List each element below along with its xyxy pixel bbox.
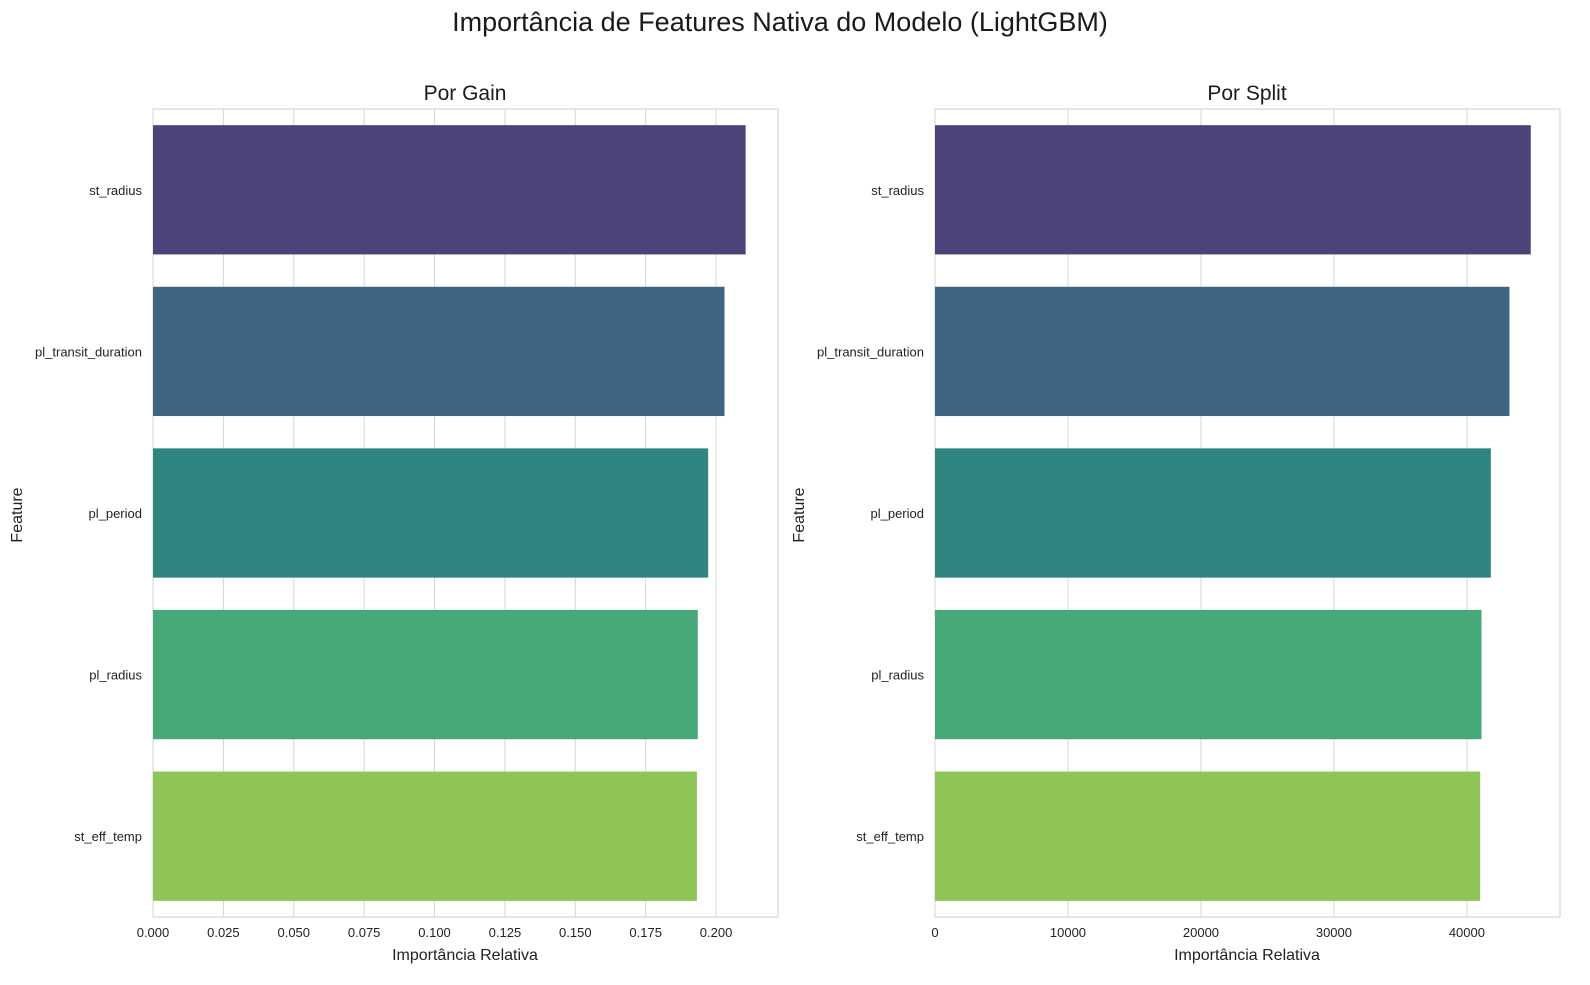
split-x-tick-label: 10000 (1050, 925, 1086, 940)
gain-x-axis-label: Importância Relativa (392, 947, 538, 964)
split-y-tick-label: pl_period (871, 506, 925, 521)
figure-title: Importância de Features Nativa do Modelo… (452, 7, 1108, 37)
gain-y-axis-label: Feature (9, 487, 26, 542)
split-x-tick-label: 0 (931, 925, 938, 940)
gain-x-tick-label: 0.025 (207, 925, 240, 940)
split-y-tick-label: pl_transit_duration (817, 344, 924, 359)
gain-x-tick-label: 0.125 (489, 925, 522, 940)
gain-bar-st-eff-temp (153, 771, 697, 901)
split-panel-title: Por Split (1207, 82, 1287, 105)
split-x-tick-label: 40000 (1449, 925, 1485, 940)
gain-y-tick-label: st_eff_temp (74, 829, 142, 844)
split-y-tick-label: pl_radius (871, 668, 924, 683)
split-y-axis-label: Feature (791, 487, 808, 542)
gain-x-tick-label: 0.150 (559, 925, 592, 940)
gain-x-tick-label: 0.200 (700, 925, 733, 940)
gain-y-tick-label: st_radius (89, 183, 142, 198)
split-x-axis-label: Importância Relativa (1174, 947, 1320, 964)
split-panel: Por Split Importância Relativa Feature 0… (791, 82, 1561, 964)
gain-x-tick-label: 0.075 (348, 925, 381, 940)
gain-bar-pl-radius (153, 609, 698, 740)
gain-x-tick-label: 0.175 (629, 925, 662, 940)
split-x-tick-label: 30000 (1316, 925, 1352, 940)
gain-x-tick-label: 0.000 (137, 925, 170, 940)
gain-bar-pl-transit-duration (153, 286, 725, 417)
gain-bar-pl-period (153, 448, 709, 578)
gain-panel-title: Por Gain (424, 82, 507, 105)
gain-x-tick-label: 0.100 (418, 925, 451, 940)
gain-x-tick-label: 0.050 (277, 925, 310, 940)
split-bar-pl-radius (935, 609, 1482, 740)
split-bar-pl-period (935, 448, 1491, 578)
split-y-tick-label: st_eff_temp (856, 829, 924, 844)
split-y-tick-label: st_radius (871, 183, 924, 198)
gain-y-tick-label: pl_period (89, 506, 143, 521)
split-bar-st-eff-temp (935, 771, 1481, 901)
gain-panel: Por Gain Importância Relativa Feature 0.… (9, 82, 779, 964)
split-x-tick-label: 20000 (1183, 925, 1219, 940)
gain-bar-st-radius (153, 125, 746, 255)
gain-y-tick-label: pl_transit_duration (35, 344, 142, 359)
split-bar-pl-transit-duration (935, 286, 1510, 417)
gain-y-tick-label: pl_radius (89, 668, 142, 683)
split-bar-st-radius (935, 125, 1531, 255)
